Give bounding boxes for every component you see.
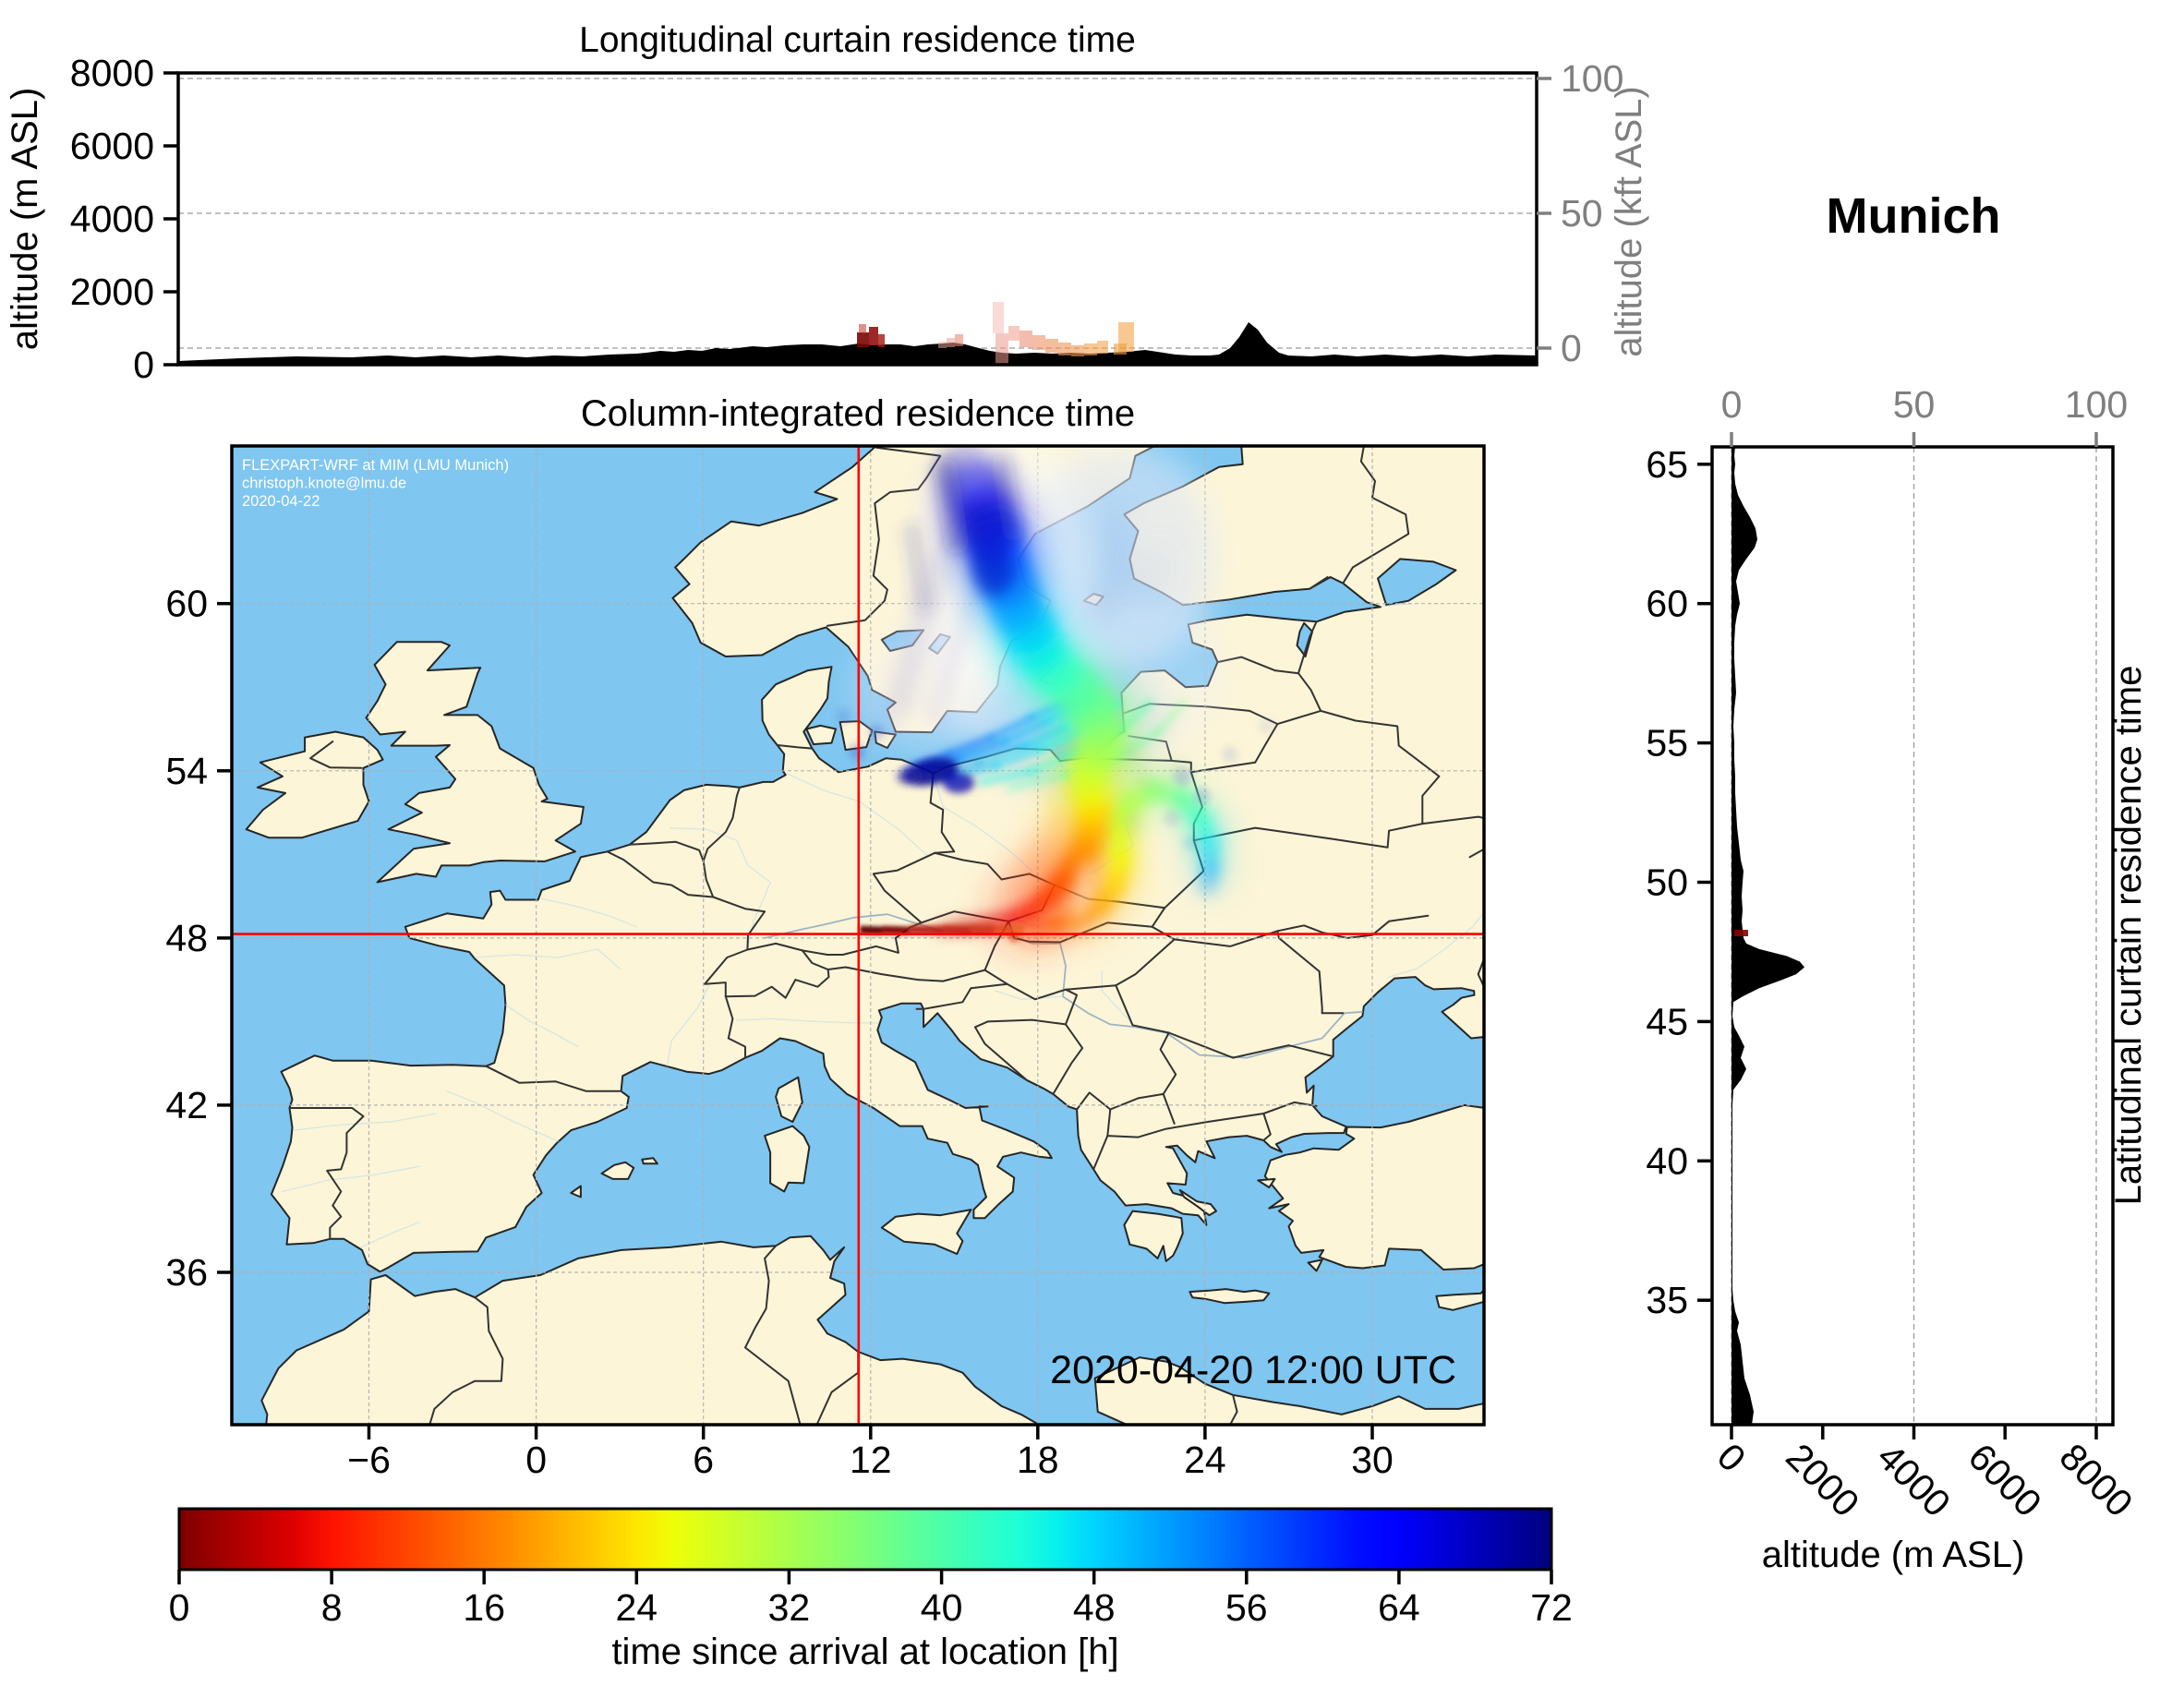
svg-text:35: 35 [1646,1279,1688,1321]
svg-text:Longitudinal curtain residence: Longitudinal curtain residence time [579,20,1136,60]
svg-text:time since arrival at location: time since arrival at location [h] [611,1632,1118,1672]
svg-text:60: 60 [165,583,208,625]
svg-text:Column-integrated residence ti: Column-integrated residence time [581,393,1135,434]
svg-text:50: 50 [1893,383,1936,426]
svg-text:Latitudinal curtain residence: Latitudinal curtain residence time [2108,666,2149,1206]
svg-text:100: 100 [2065,383,2128,426]
svg-text:8: 8 [321,1586,343,1629]
svg-text:50: 50 [1646,861,1688,904]
svg-text:32: 32 [768,1586,811,1629]
svg-text:0: 0 [169,1586,190,1629]
svg-text:60: 60 [1646,583,1688,625]
svg-text:24: 24 [1184,1439,1226,1481]
svg-text:8000: 8000 [70,52,154,94]
svg-text:36: 36 [165,1251,208,1294]
svg-text:54: 54 [165,750,208,792]
svg-text:30: 30 [1351,1439,1394,1481]
svg-text:48: 48 [1073,1586,1116,1629]
svg-text:altitude (kft ASL): altitude (kft ASL) [1609,86,1649,356]
svg-text:42: 42 [165,1084,208,1126]
svg-text:altitude (m ASL): altitude (m ASL) [1762,1535,2025,1575]
svg-text:45: 45 [1646,1000,1688,1042]
svg-text:40: 40 [921,1586,963,1629]
svg-text:100: 100 [1561,57,1623,100]
svg-text:2020-04-20 12:00 UTC: 2020-04-20 12:00 UTC [1050,1348,1456,1392]
svg-text:50: 50 [1561,192,1603,235]
svg-text:0: 0 [525,1439,547,1481]
svg-text:24: 24 [615,1586,658,1629]
svg-text:2020-04-22: 2020-04-22 [242,493,320,510]
svg-text:FLEXPART-WRF at MIM (LMU Munic: FLEXPART-WRF at MIM (LMU Munich) [242,457,509,474]
svg-text:0: 0 [1561,327,1582,369]
svg-text:6000: 6000 [70,125,154,167]
svg-text:12: 12 [850,1439,892,1481]
svg-text:6: 6 [693,1439,714,1481]
svg-text:40: 40 [1646,1139,1688,1182]
svg-text:christoph.knote@lmu.de: christoph.knote@lmu.de [242,476,406,492]
svg-text:65: 65 [1646,443,1688,486]
svg-text:48: 48 [165,917,208,959]
svg-text:4000: 4000 [70,198,154,240]
svg-text:55: 55 [1646,722,1688,765]
svg-text:Munich: Munich [1827,188,2001,244]
svg-text:18: 18 [1017,1439,1059,1481]
svg-text:64: 64 [1378,1586,1420,1629]
svg-text:altitude (m ASL): altitude (m ASL) [5,88,45,351]
svg-text:2000: 2000 [70,271,154,313]
svg-text:−6: −6 [347,1439,391,1481]
svg-text:56: 56 [1225,1586,1268,1629]
svg-text:0: 0 [133,343,154,386]
svg-text:16: 16 [463,1586,505,1629]
svg-text:72: 72 [1530,1586,1573,1629]
svg-text:0: 0 [1721,383,1743,426]
